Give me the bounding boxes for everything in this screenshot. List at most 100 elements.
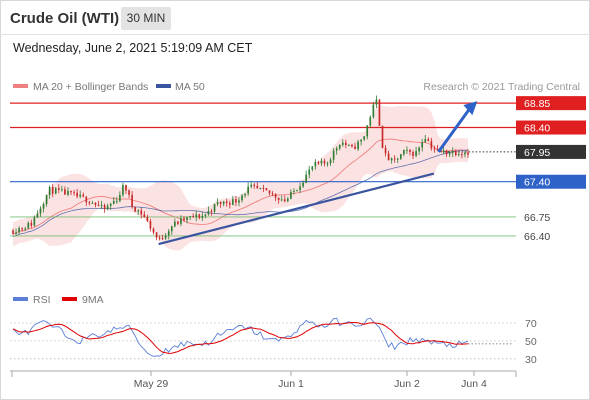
legend-label-rsi: RSI — [33, 294, 51, 306]
rsi-tick-30: 30 — [525, 354, 537, 366]
timeframe-badge[interactable]: 30 MIN — [121, 7, 171, 30]
candle-body — [424, 139, 427, 143]
candle-body — [225, 201, 228, 204]
candle-body — [235, 199, 237, 203]
candle-body — [21, 228, 23, 230]
candle-body — [427, 139, 430, 141]
candle-body — [293, 190, 295, 192]
candle-body — [88, 202, 91, 204]
candle-body — [415, 151, 417, 156]
candle-body — [372, 104, 375, 118]
candle-body — [366, 125, 369, 137]
datetime-label: Wednesday, June 2, 2021 5:19:09 AM CET — [13, 41, 253, 55]
candle-body — [164, 235, 167, 239]
candle-body — [27, 222, 30, 229]
candle-body — [467, 152, 469, 155]
candle-body — [128, 190, 130, 195]
candle-body — [421, 142, 424, 148]
candle-body — [33, 217, 36, 226]
candle-body — [464, 152, 466, 155]
candle-body — [152, 228, 155, 233]
level-label-67.40: 67.40 — [524, 177, 550, 189]
candle-body — [146, 217, 149, 222]
candle-body — [283, 199, 286, 202]
candle-body — [458, 154, 460, 156]
candle-body — [445, 150, 448, 155]
candle-body — [15, 232, 17, 234]
candle-body — [216, 202, 219, 205]
candle-body — [64, 189, 66, 195]
ma20-line — [12, 138, 469, 235]
level-tag-67.95 — [516, 144, 586, 159]
support-trendline — [158, 172, 435, 246]
candle-body — [143, 214, 146, 218]
level-tag-67.40 — [516, 174, 586, 189]
candle-body — [314, 161, 317, 167]
candle-body — [412, 151, 414, 156]
candle-body — [79, 194, 82, 197]
candle-body — [18, 228, 20, 233]
candle-body — [259, 187, 262, 189]
candle-body — [94, 202, 97, 205]
candle-body — [140, 210, 143, 215]
candle-body — [180, 218, 182, 224]
candle-body — [155, 232, 158, 238]
candle-body — [82, 194, 85, 197]
candle-body — [109, 203, 112, 206]
candle-body — [454, 151, 457, 156]
level-tag-68.40 — [516, 120, 586, 135]
candle-body — [403, 149, 405, 155]
candle-body — [70, 190, 72, 193]
candle-body — [296, 190, 298, 192]
candle-body — [317, 161, 320, 164]
candle-body — [201, 215, 204, 218]
rsi-line — [12, 317, 469, 357]
candle-body — [363, 136, 366, 140]
candle-body — [360, 139, 362, 142]
candle-body — [204, 214, 207, 216]
candle-body — [210, 210, 213, 212]
legend-label-ma50: MA 50 — [175, 81, 205, 93]
candle-body — [436, 149, 439, 151]
candle-body — [73, 192, 75, 194]
candle-body — [12, 230, 14, 234]
legend-swatch-ma50 — [156, 84, 171, 88]
candle-body — [262, 187, 265, 189]
level-label-68.85: 68.85 — [524, 98, 550, 110]
candle-body — [189, 215, 191, 217]
candle-body — [448, 152, 451, 155]
candle-body — [97, 204, 100, 206]
candle-body — [134, 206, 136, 212]
candle-body — [137, 210, 140, 212]
candle-body — [341, 142, 344, 145]
rsi-ma-line — [12, 322, 469, 354]
rsi-tick-50: 50 — [525, 336, 537, 348]
candle-body — [274, 194, 277, 198]
candle-body — [167, 231, 170, 236]
candle-body — [238, 200, 240, 203]
candle-body — [149, 221, 152, 229]
legend-swatch-ma20 — [13, 84, 28, 88]
candle-body — [433, 148, 436, 150]
x-axis-label-3: Jun 4 — [461, 378, 487, 390]
candle-body — [442, 150, 445, 152]
candle-body — [351, 144, 353, 147]
candle-body — [170, 226, 173, 232]
candle-body — [393, 158, 396, 160]
x-axis-label-1: Jun 1 — [278, 378, 304, 390]
candle-body — [76, 192, 78, 197]
candle-body — [390, 158, 393, 161]
candle-body — [100, 205, 103, 207]
candle-body — [51, 186, 54, 194]
candle-body — [406, 149, 408, 151]
candle-body — [57, 188, 60, 190]
candle-body — [299, 186, 301, 191]
candle-body — [378, 99, 381, 126]
candle-body — [323, 160, 326, 164]
candle-body — [345, 142, 347, 146]
rsi-tick-70: 70 — [525, 318, 537, 330]
candle-body — [305, 174, 307, 183]
candle-body — [286, 198, 289, 202]
candle-body — [125, 185, 127, 191]
